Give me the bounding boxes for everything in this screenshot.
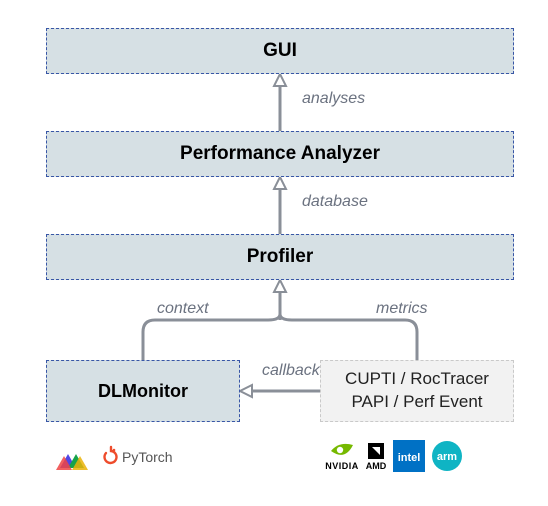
svg-text:arm: arm [437,451,457,463]
edge-analyses-label: analyses [302,90,365,108]
diagram-canvas: GUI analyses Performance Analyzer databa… [0,0,548,506]
svg-text:intel: intel [398,452,421,464]
edge-analyses [270,74,290,131]
jax-logo-icon [50,440,94,474]
pytorch-label: PyTorch [122,449,173,465]
node-profiler-label: Profiler [247,246,314,268]
edge-callbacks-label: callbacks [262,362,328,380]
intel-logo-icon: intel [393,440,425,472]
logos-left: PyTorch [50,440,173,474]
amd-label: AMD [366,461,387,471]
node-tracer-line1: CUPTI / RocTracer [345,368,489,391]
nvidia-logo-icon: NVIDIA [325,441,359,471]
edge-callbacks [240,381,320,401]
edge-database [270,177,290,234]
node-gui-label: GUI [263,40,297,62]
amd-logo-icon: AMD [365,441,387,471]
logos-right: NVIDIA AMD intel arm [325,440,463,472]
node-gui: GUI [46,28,514,74]
node-tracer-line2: PAPI / Perf Event [351,391,482,414]
node-analyzer: Performance Analyzer [46,131,514,177]
node-analyzer-label: Performance Analyzer [180,143,380,165]
node-tracer: CUPTI / RocTracer PAPI / Perf Event [320,360,514,422]
node-dlmonitor: DLMonitor [46,360,240,422]
edge-database-label: database [302,193,368,211]
edge-metrics-label: metrics [376,300,428,318]
node-dlmonitor-label: DLMonitor [98,381,188,402]
node-profiler: Profiler [46,234,514,280]
nvidia-label: NVIDIA [325,461,359,471]
pytorch-logo-icon: PyTorch [102,445,173,469]
edge-fork [120,280,440,362]
arm-logo-icon: arm [431,440,463,472]
edge-context-label: context [157,300,209,318]
